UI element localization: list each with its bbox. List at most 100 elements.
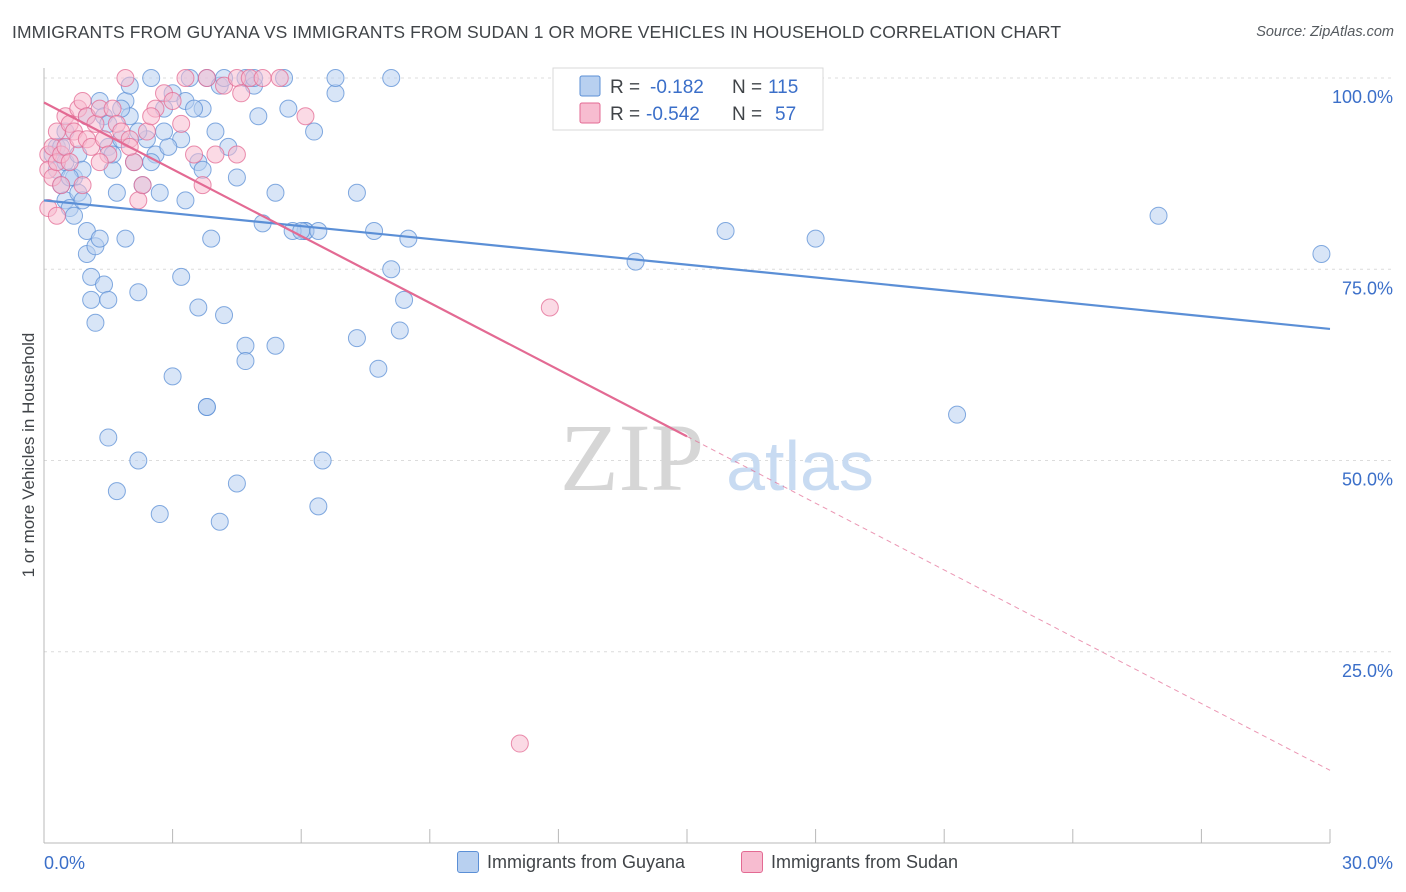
point-guyana-55 [326, 69, 345, 87]
point-guyana-86 [107, 482, 126, 501]
point-sudan-49 [227, 145, 246, 164]
point-sudan-27 [116, 69, 135, 87]
trendline-sudan [43, 101, 688, 438]
point-guyana-60 [399, 229, 418, 248]
trend-lines [43, 101, 1331, 771]
legend-item-sudan: Immigrants from Sudan [741, 851, 958, 873]
point-guyana-78 [347, 329, 366, 348]
point-guyana-88 [227, 474, 246, 493]
point-guyana-59 [390, 321, 409, 340]
point-guyana-79 [369, 359, 388, 378]
point-guyana-45 [227, 168, 246, 187]
x-tick-label-min: 0.0% [44, 853, 85, 873]
legend-top-sudan-swatch [579, 102, 601, 124]
point-guyana-53 [305, 122, 324, 141]
point-sudan-31 [133, 176, 152, 195]
watermark-atlas: atlas [726, 427, 874, 505]
trendline-guyana [43, 199, 1331, 331]
point-guyana-42 [206, 122, 225, 141]
y-tick-label-50: 50.0% [1342, 470, 1393, 490]
point-guyana-62 [90, 229, 109, 248]
point-guyana-90 [313, 451, 332, 470]
point-guyana-89 [210, 512, 229, 531]
point-guyana-84 [99, 428, 118, 447]
legend-top-sudan-r-label: R = [610, 104, 640, 125]
point-guyana-33 [150, 183, 169, 202]
point-sudan-45 [253, 69, 272, 87]
point-guyana-95 [948, 405, 967, 424]
point-sudan-8 [52, 176, 71, 195]
legend-top-sudan-n-label: N = [732, 104, 762, 125]
point-sudan-43 [232, 84, 251, 103]
point-guyana-102 [159, 137, 178, 156]
point-sudan-47 [296, 107, 315, 126]
point-sudan-24 [103, 99, 122, 118]
point-sudan-36 [172, 114, 191, 133]
x-tick-label-max: 30.0% [1342, 853, 1393, 873]
point-guyana-112 [155, 122, 174, 141]
point-guyana-73 [236, 352, 255, 371]
point-guyana-85 [129, 451, 148, 470]
source-credit: Source: ZipAtlas.com [1256, 24, 1394, 40]
point-guyana-31 [142, 69, 161, 87]
y-axis-label: 1 or more Vehicles in Household [19, 332, 38, 578]
watermark-zip: ZIP [560, 404, 704, 511]
legend-top-guyana-swatch [579, 75, 601, 97]
point-sudan-46 [270, 69, 289, 87]
point-guyana-37 [176, 191, 195, 210]
axes [43, 68, 1331, 844]
point-sudan-37 [176, 69, 195, 87]
point-guyana-94 [806, 229, 825, 248]
point-guyana-56 [347, 183, 366, 202]
tick-labels: 25.0% 50.0% 75.0% 100.0% 0.0% 30.0% [44, 87, 1393, 873]
point-guyana-57 [365, 222, 384, 240]
point-sudan-38 [185, 145, 204, 164]
point-sudan-55 [510, 734, 529, 753]
legend-top-sudan-r-value: -0.542 [646, 104, 700, 125]
point-guyana-83 [197, 397, 216, 416]
point-sudan-51 [90, 153, 109, 172]
y-tick-label-100: 100.0% [1332, 87, 1393, 107]
point-guyana-61 [382, 69, 401, 87]
legend-top-guyana-r-value: -0.182 [650, 77, 704, 98]
trendline-sudan-extension [686, 435, 1331, 771]
point-guyana-77 [309, 222, 328, 240]
y-tick-label-25: 25.0% [1342, 661, 1393, 681]
point-guyana-93 [716, 222, 735, 240]
legend-guyana-label: Immigrants from Guyana [487, 851, 686, 872]
point-guyana-68 [172, 267, 191, 286]
point-guyana-16 [86, 313, 105, 332]
point-sudan-32 [137, 122, 156, 141]
point-guyana-71 [215, 306, 234, 325]
legend-top-guyana-n-label: N = [732, 77, 762, 98]
point-guyana-50 [279, 99, 298, 118]
point-sudan-12 [60, 153, 79, 172]
point-guyana-104 [185, 99, 204, 118]
point-guyana-92 [626, 252, 645, 271]
point-guyana-72 [236, 336, 255, 355]
point-sudan-30 [129, 191, 148, 210]
legend-item-guyana: Immigrants from Guyana [457, 851, 685, 873]
legend-top-guyana-n-value: 115 [768, 77, 798, 98]
point-sudan-50 [73, 176, 92, 195]
y-tick-label-75: 75.0% [1342, 278, 1393, 298]
point-sudan-16 [73, 91, 92, 110]
point-guyana-65 [116, 229, 135, 248]
point-guyana-113 [193, 160, 212, 179]
point-guyana-23 [107, 183, 126, 202]
legend-top: R = -0.182 N = 115 R = -0.542 N = 57 [552, 67, 824, 131]
point-sudan-39 [197, 69, 216, 87]
legend-sudan-label: Immigrants from Sudan [771, 851, 959, 872]
legend-top-guyana-r-label: R = [610, 77, 640, 98]
point-guyana-63 [95, 275, 114, 294]
point-guyana-74 [266, 336, 285, 355]
point-guyana-99 [73, 191, 92, 210]
point-guyana-87 [150, 505, 169, 524]
point-guyana-8 [65, 206, 84, 225]
point-guyana-58 [382, 260, 401, 279]
point-guyana-91 [309, 497, 328, 516]
point-guyana-64 [99, 290, 118, 309]
legend-guyana-swatch [457, 851, 479, 873]
point-guyana-49 [266, 183, 285, 202]
